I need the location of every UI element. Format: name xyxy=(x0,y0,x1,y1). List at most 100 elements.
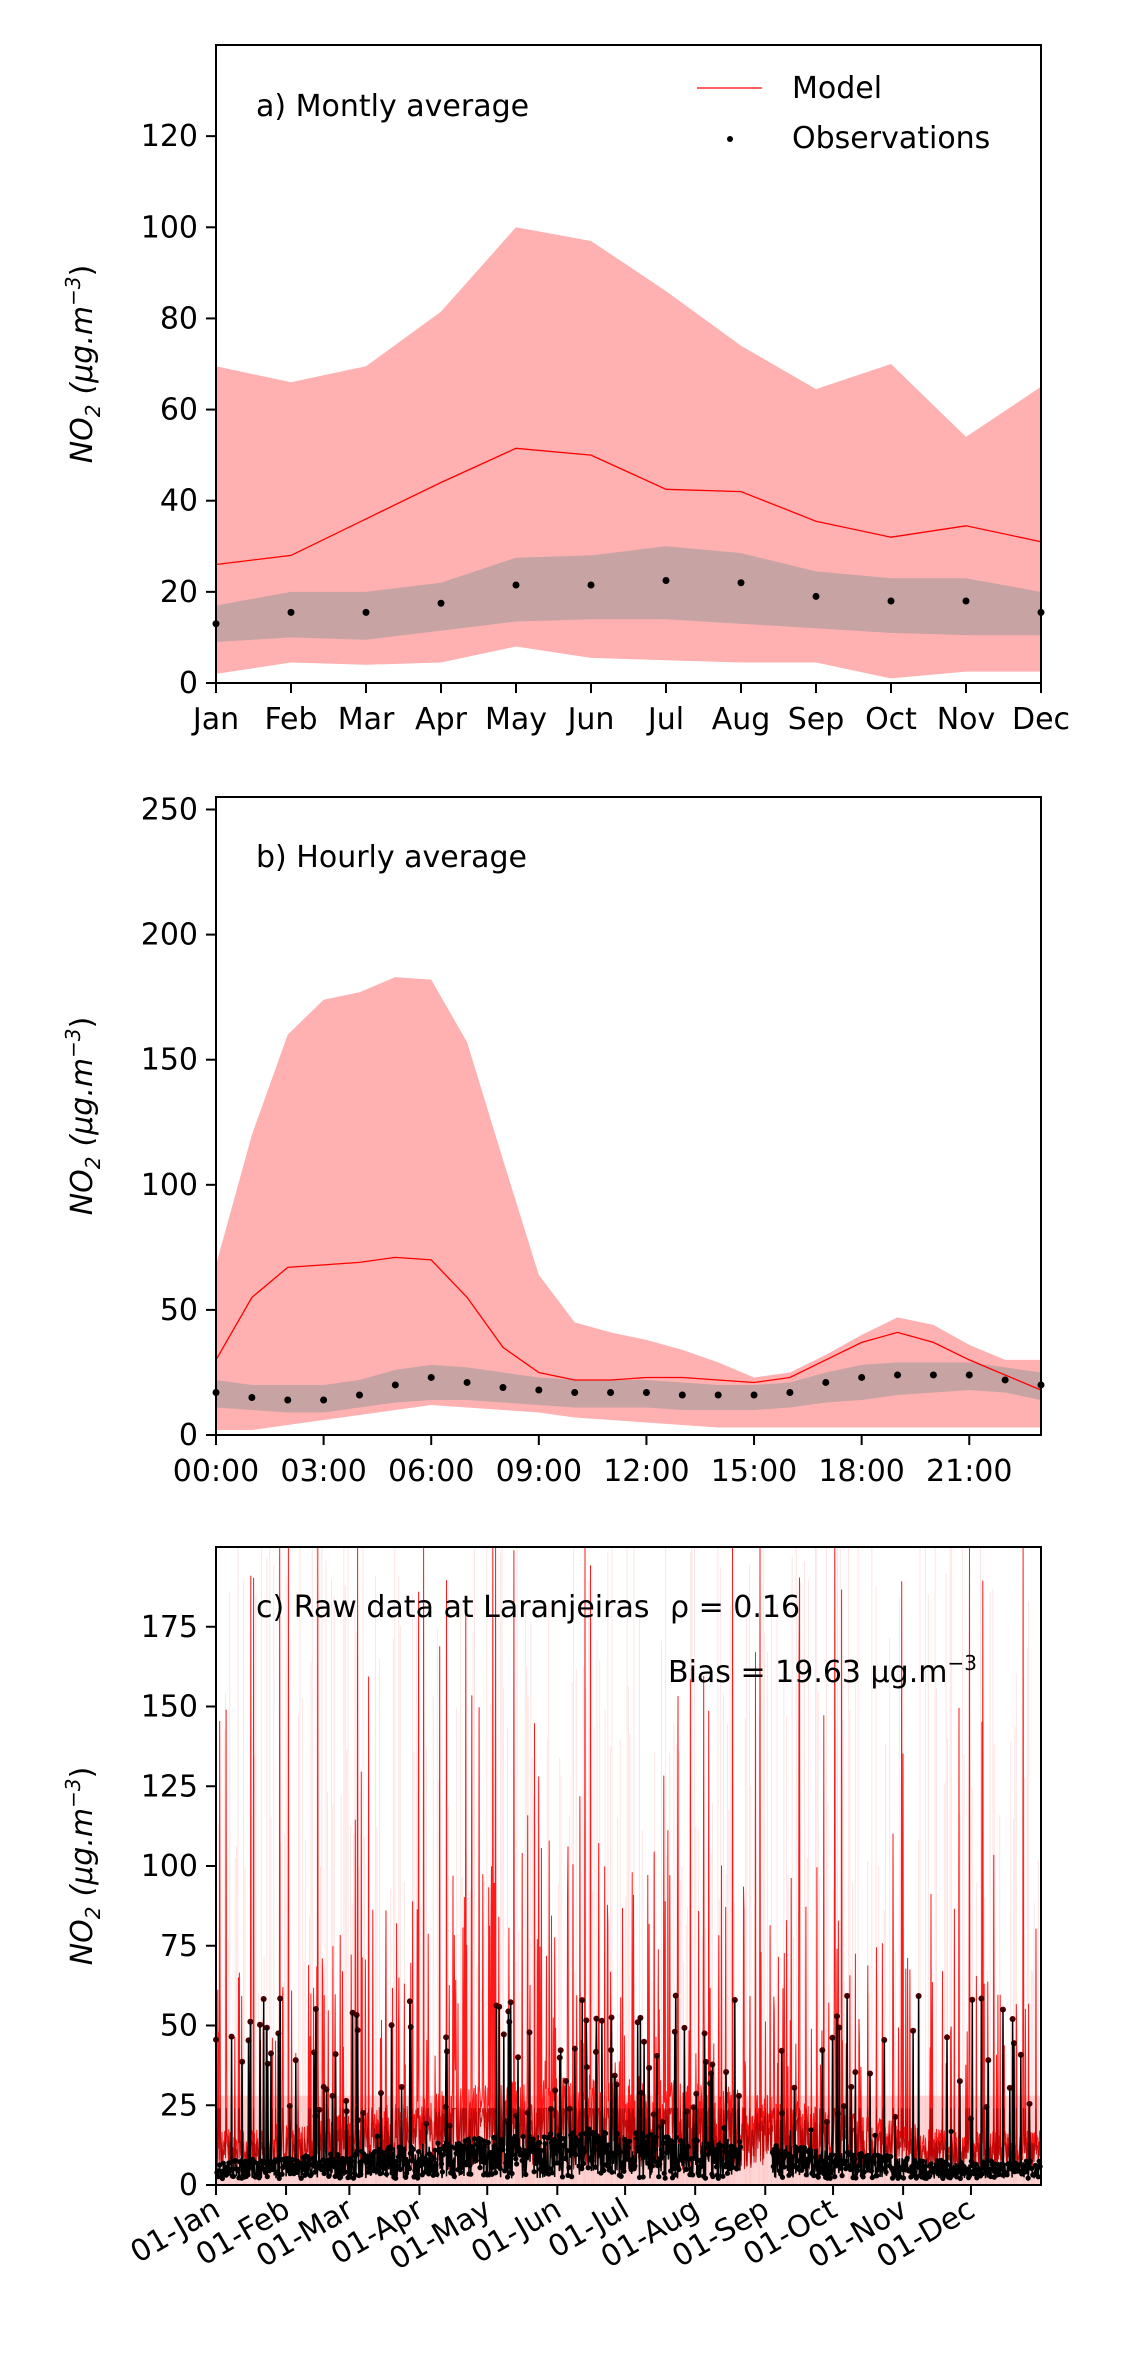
observation-point xyxy=(662,576,670,584)
y-tick-label: 20 xyxy=(160,575,198,610)
x-tick-label: 21:00 xyxy=(926,1454,1012,1489)
observation-point xyxy=(579,1997,586,2004)
observation-point xyxy=(822,1378,830,1386)
observation-point xyxy=(737,579,745,587)
x-tick-label: Mar xyxy=(338,702,395,737)
observation-point xyxy=(264,2174,270,2180)
y-tick-label: 80 xyxy=(160,301,198,336)
observation-point xyxy=(287,608,295,616)
y-tick-label: 75 xyxy=(160,1929,198,1964)
y-axis-ticks: 0 20 40 60 80 100 120 xyxy=(141,119,216,701)
legend: Model Observations xyxy=(697,71,990,156)
observation-point xyxy=(978,1995,985,2002)
observation-point xyxy=(812,592,820,600)
correlation-label: ρ = 0.16 xyxy=(670,1590,800,1625)
observation-point xyxy=(672,2172,678,2178)
x-tick-label: Feb xyxy=(264,702,317,737)
x-tick-label: 09:00 xyxy=(496,1454,582,1489)
bias-label: Bias = 19.63 μg.m−3 xyxy=(668,1651,977,1690)
observation-point xyxy=(312,2005,319,2012)
observation-point xyxy=(684,2108,691,2115)
plot-frame xyxy=(215,44,1042,684)
observation-point xyxy=(659,2118,666,2125)
observation-point xyxy=(323,2086,330,2093)
panel-title: a) Montly average xyxy=(256,89,529,124)
y-tick-label: 125 xyxy=(141,1769,198,1804)
y-axis-ticks: 0 25 50 75 100 125 150 175 xyxy=(141,1610,216,2203)
y-tick-label: 50 xyxy=(160,1293,198,1328)
observation-point xyxy=(526,2029,533,2036)
observation-point xyxy=(731,1996,738,2003)
observation-point xyxy=(571,1388,579,1396)
observation-point xyxy=(823,2118,830,2125)
observation-point xyxy=(646,2064,653,2071)
x-axis-ticks: Jan Feb Mar Apr May Jun Jul Aug Sep Oct Nov Dec xyxy=(191,683,1070,737)
observation-point xyxy=(634,2019,641,2026)
panel-raw-data: 0 25 50 75 100 125 150 175 01-Jan01-Feb01-Mar01… xyxy=(61,1546,1043,2277)
observation-point xyxy=(583,2017,590,2024)
observation-point xyxy=(500,2031,507,2038)
observation-point xyxy=(571,2045,578,2052)
model-range-band xyxy=(216,977,1041,1430)
y-axis-label: NO2(μg.m−3) xyxy=(61,1767,105,1966)
observation-point xyxy=(672,1992,679,1999)
y-tick-label: 175 xyxy=(141,1610,198,1645)
y-tick-label: 120 xyxy=(141,119,198,154)
panel-hourly-average: 0 50 100 150 200 250 00:00 03:00 06:00 09:00 12:0… xyxy=(61,793,1045,1489)
observation-point xyxy=(427,1373,435,1381)
observation-point xyxy=(607,1388,615,1396)
y-tick-label: 100 xyxy=(141,210,198,245)
observation-point xyxy=(284,1396,292,1404)
observation-point xyxy=(437,599,445,607)
model-line xyxy=(215,447,1042,566)
observation-point xyxy=(343,2097,350,2104)
observation-line xyxy=(215,1995,742,2181)
observation-point xyxy=(535,1386,543,1394)
svg-text:NO2(μg.m−3): NO2(μg.m−3) xyxy=(61,1767,105,1966)
y-axis-label: NO2(μg.m−3) xyxy=(61,265,105,464)
observation-points xyxy=(212,1371,1045,1404)
y-axis-label: NO2(μg.m−3) xyxy=(61,1017,105,1216)
y-tick-label: 60 xyxy=(160,393,198,428)
observation-point xyxy=(786,1388,794,1396)
observation-point xyxy=(228,2033,235,2040)
y-tick-label: 150 xyxy=(141,1043,198,1078)
observation-point xyxy=(248,1393,256,1401)
observation-point xyxy=(714,1391,722,1399)
x-axis-ticks: 01-Jan01-Feb01-Mar01-Apr01-May01-Jun01-J… xyxy=(125,2185,981,2277)
observation-point xyxy=(1001,1376,1009,1384)
observation-series xyxy=(213,1992,1043,2182)
observation-point xyxy=(829,2034,836,2041)
observation-point xyxy=(819,2047,826,2054)
observation-point xyxy=(353,2012,360,2019)
x-tick-label: Jun xyxy=(566,702,615,737)
y-tick-label: 40 xyxy=(160,484,198,519)
observation-point xyxy=(292,2057,299,2064)
observation-point xyxy=(929,1371,937,1379)
y-tick-label: 0 xyxy=(179,666,198,701)
observation-point xyxy=(563,2077,570,2084)
observation-point xyxy=(592,2164,599,2170)
x-tick-label: 06:00 xyxy=(388,1454,474,1489)
observation-point xyxy=(887,597,895,605)
observation-point xyxy=(507,1999,514,2006)
observation-point xyxy=(423,2120,430,2127)
observation-point xyxy=(391,1381,399,1389)
observation-point xyxy=(277,1995,284,2002)
observation-point xyxy=(320,1396,328,1404)
x-tick-label: Sep xyxy=(788,702,845,737)
observation-point xyxy=(365,2169,371,2175)
observation-point xyxy=(642,1388,650,1396)
legend-obs-marker xyxy=(727,136,733,142)
observation-point xyxy=(881,2037,888,2044)
observation-point xyxy=(791,2084,798,2091)
legend-obs-label: Observations xyxy=(792,121,990,156)
panel-title: b) Hourly average xyxy=(256,840,527,875)
observation-point xyxy=(962,597,970,605)
observation-point xyxy=(678,1391,686,1399)
model-line xyxy=(215,1256,1042,1391)
observation-point xyxy=(750,1391,758,1399)
observation-point xyxy=(858,1373,866,1381)
y-axis-ticks: 0 50 100 150 200 250 xyxy=(141,793,216,1453)
